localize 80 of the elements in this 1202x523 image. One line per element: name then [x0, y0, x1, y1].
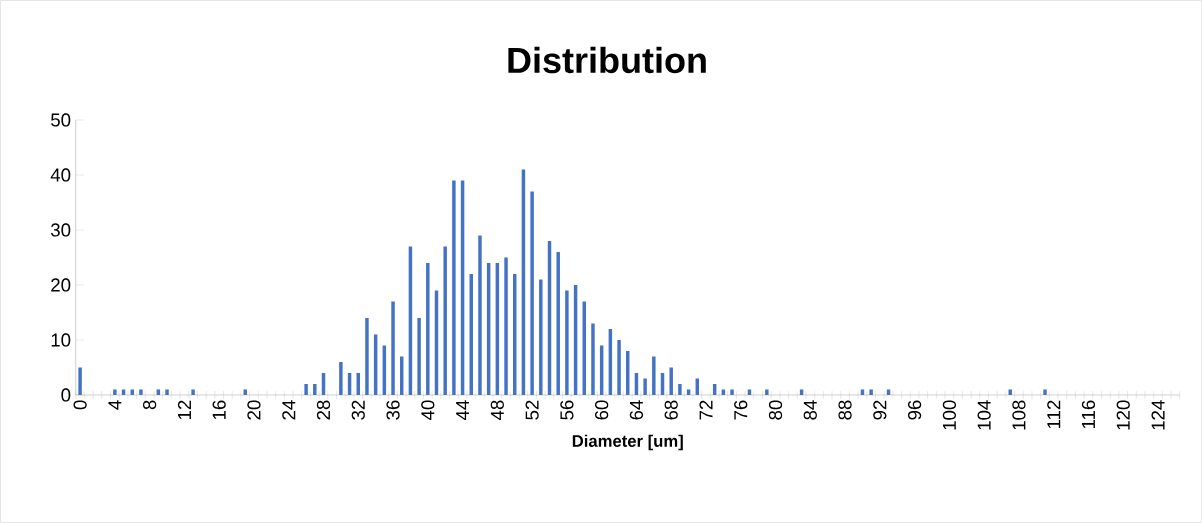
- x-tick-label: 44: [456, 400, 469, 421]
- x-tick-label: 92: [873, 400, 887, 420]
- bar: [365, 317, 369, 395]
- bar: [130, 389, 134, 395]
- x-tick-label: 28: [316, 400, 331, 420]
- bar: [765, 389, 769, 395]
- y-tick-label: 10: [51, 333, 71, 347]
- x-tick-label: 8: [143, 400, 157, 410]
- x-tick-label: 48: [490, 400, 504, 421]
- x-tick-label: 96: [907, 400, 922, 420]
- y-tick-label: 30: [50, 223, 71, 237]
- x-tick-label: 16: [212, 400, 226, 420]
- bar: [156, 389, 161, 395]
- bar: [669, 367, 673, 395]
- bar: [652, 356, 656, 395]
- bar: [121, 389, 126, 395]
- bar: [556, 251, 560, 395]
- x-tick-label: 0: [73, 400, 87, 410]
- x-tick-label: 64: [629, 400, 644, 420]
- x-tick-label: 68: [664, 400, 678, 420]
- x-tick-label: 76: [734, 400, 748, 420]
- bar: [1043, 389, 1047, 395]
- bar: [1008, 389, 1012, 395]
- bar: [139, 389, 143, 395]
- x-tick-label: 36: [386, 400, 400, 420]
- x-tick-label: 108: [1012, 400, 1026, 430]
- bar: [165, 389, 169, 395]
- y-tick-label: 20: [51, 278, 71, 292]
- bar: [869, 389, 873, 395]
- x-tick-label: 124: [1151, 400, 1165, 430]
- bar: [304, 383, 308, 395]
- x-tick-label: 120: [1116, 400, 1130, 430]
- bar: [339, 361, 343, 395]
- x-tick-label: 24: [282, 400, 296, 420]
- bar: [539, 279, 543, 395]
- bar: [747, 389, 752, 395]
- bar: [643, 378, 647, 395]
- x-tick-label: 40: [421, 400, 435, 421]
- bar: [78, 367, 82, 395]
- x-tick-label: 72: [699, 400, 713, 420]
- x-tick-label: 88: [838, 400, 852, 420]
- bar: [730, 389, 734, 395]
- bar: [113, 389, 117, 395]
- bar: [530, 191, 534, 395]
- bar: [191, 389, 195, 395]
- x-tick-label: 112: [1047, 400, 1061, 429]
- bar: [313, 383, 317, 395]
- y-tick-label: 50: [51, 113, 71, 127]
- bar: [391, 301, 395, 395]
- bar: [426, 262, 430, 395]
- bar: [721, 389, 726, 395]
- bar: [478, 235, 482, 395]
- x-tick-label: 12: [177, 400, 191, 420]
- x-tick-label: 56: [560, 400, 574, 420]
- x-tick-label: 32: [351, 400, 365, 420]
- x-tick-label: 80: [768, 400, 783, 420]
- x-tick-label: 4: [108, 400, 122, 410]
- bar: [617, 339, 621, 395]
- chart-title: Distribution: [508, 46, 706, 74]
- x-tick-label: 116: [1081, 400, 1096, 429]
- x-tick-label: 84: [803, 400, 817, 420]
- x-tick-label: 52: [525, 400, 539, 420]
- bar: [686, 389, 691, 395]
- x-tick-label: 104: [977, 400, 991, 430]
- y-tick-label: 40: [50, 168, 71, 182]
- bar: [417, 317, 421, 395]
- bar: [243, 389, 247, 395]
- x-tick-label: 60: [595, 400, 609, 420]
- bar: [443, 246, 447, 395]
- x-tick-label: 20: [247, 400, 261, 420]
- x-axis-title: Diameter [um]: [572, 434, 683, 451]
- bar: [591, 323, 595, 395]
- bar: [565, 290, 569, 395]
- bar: [860, 389, 865, 395]
- bar: [504, 257, 508, 395]
- bar: [799, 389, 804, 395]
- bar: [886, 389, 891, 395]
- x-tick-label: 100: [942, 400, 956, 430]
- bar: [452, 180, 456, 395]
- bar: [678, 383, 682, 395]
